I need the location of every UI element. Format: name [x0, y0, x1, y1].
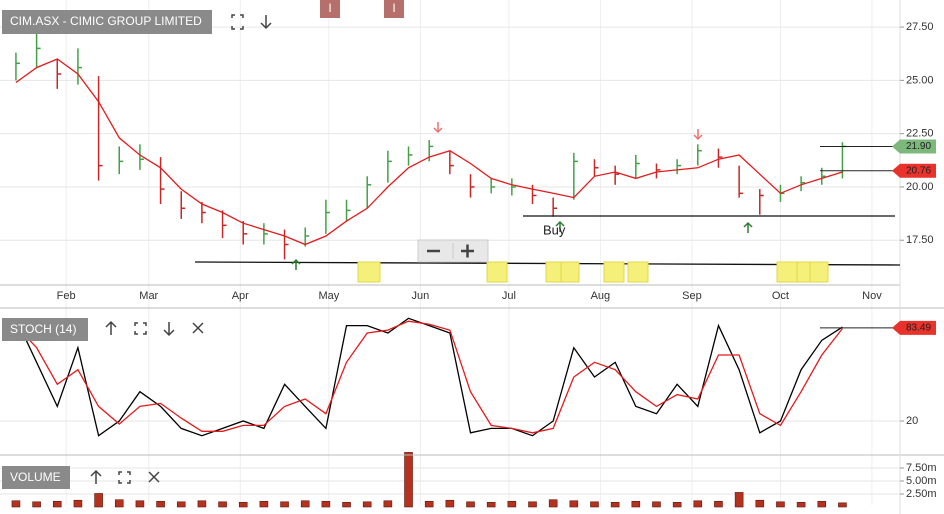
volume-bar [114, 499, 124, 508]
y-tick-label: 25.00 [906, 74, 934, 86]
volume-bar [259, 500, 269, 508]
volume-bar [838, 502, 847, 508]
x-tick-label: Feb [57, 290, 76, 302]
price-tag [892, 139, 936, 154]
y-tick-label: 7.50m [906, 462, 937, 474]
sell-arrow [693, 129, 703, 141]
y-tick-label: 22.50 [906, 128, 934, 140]
x-tick-label: Jun [411, 290, 429, 302]
price-tag-label: 20.76 [906, 165, 931, 176]
volume-bar [383, 500, 393, 508]
panel-title: VOLUME [10, 470, 61, 484]
title-box [2, 10, 212, 34]
volume-bar [445, 499, 455, 508]
price-tag [892, 320, 936, 335]
volume-bar [73, 499, 83, 508]
volume-bar [218, 501, 227, 508]
volume-bar [362, 501, 372, 508]
volume-bar [342, 502, 351, 508]
buy-arrow [743, 221, 753, 233]
close-button[interactable] [192, 322, 204, 334]
volume-bar [94, 493, 103, 508]
y-tick-label: 2.50m [906, 488, 937, 500]
annotation: Buy [543, 222, 566, 237]
price-tag-label: 21.90 [906, 141, 931, 152]
volume-bar [300, 500, 310, 508]
volume-bar [590, 501, 599, 508]
volume-bar [631, 500, 641, 508]
panel-title: STOCH (14) [10, 322, 76, 336]
x-tick-label: Aug [591, 290, 611, 302]
move-down-button[interactable] [260, 15, 272, 30]
expand-button[interactable] [118, 471, 131, 484]
moving-average [15, 58, 843, 246]
x-tick-label: Oct [772, 290, 789, 302]
y-tick-label: 20.00 [906, 181, 934, 193]
y-tick-label: 5.00m [906, 475, 937, 487]
volume-bar [714, 500, 723, 508]
volume-bar [776, 501, 785, 508]
indicator-line [15, 320, 843, 434]
move-up-button[interactable] [90, 469, 102, 484]
expand-button[interactable] [134, 322, 147, 335]
volume-bar [817, 500, 827, 508]
volume-bar [796, 502, 806, 508]
note-icons[interactable] [357, 261, 829, 283]
volume-bar [280, 501, 289, 508]
event-marker[interactable] [320, 0, 340, 18]
move-up-button[interactable] [105, 320, 117, 335]
close-button[interactable] [148, 471, 160, 483]
volume-bar [238, 502, 248, 508]
expand-button[interactable] [231, 14, 244, 30]
title-box [2, 466, 70, 489]
volume-bar [528, 501, 537, 508]
y-tick-label: 27.50 [906, 21, 934, 33]
volume-bar [610, 502, 620, 508]
marks [11, 33, 847, 508]
x-tick-label: May [318, 290, 339, 302]
volume-bar [32, 501, 41, 508]
zoom-in-button[interactable] [461, 244, 474, 258]
move-down-button[interactable] [163, 322, 175, 337]
volume-bar [135, 500, 145, 508]
price-tag-label: 83.49 [906, 323, 931, 334]
volume-bar [404, 452, 413, 508]
chart-title: CIM.ASX - CIMIC GROUP LIMITED [10, 14, 202, 28]
x-tick-label: Nov [862, 290, 882, 302]
volume-bar [156, 500, 165, 508]
volume-bar [11, 500, 21, 508]
buy-arrow [555, 220, 565, 232]
volume-bar [52, 500, 62, 508]
buy-arrow [291, 258, 301, 270]
volume-bar [197, 500, 207, 508]
sell-arrow [433, 122, 443, 134]
volume-bar [466, 501, 475, 508]
event-label[interactable]: I [328, 1, 331, 15]
volume-bar [569, 500, 579, 508]
y-tick-label: 20 [906, 415, 918, 427]
event-marker[interactable] [384, 0, 404, 18]
volume-bar [548, 499, 558, 508]
indicator-line [15, 317, 843, 437]
x-tick-label: Mar [139, 290, 158, 302]
volume-bar [486, 502, 496, 508]
x-tick-label: Jul [502, 290, 516, 302]
volume-bar [693, 500, 703, 508]
x-tick-label: Apr [232, 290, 249, 302]
y-tick-label: 17.50 [906, 234, 934, 246]
volume-bar [652, 501, 661, 508]
volume-bar [734, 492, 744, 508]
volume-bar [507, 500, 517, 508]
volume-bar [424, 500, 434, 508]
title-box [2, 318, 88, 341]
price-tag [892, 163, 936, 178]
volume-bar [672, 502, 682, 508]
volume-bar [176, 501, 186, 508]
volume-bar [755, 499, 765, 508]
event-label[interactable]: I [392, 1, 395, 15]
volume-bar [321, 500, 331, 508]
x-tick-label: Sep [682, 290, 702, 302]
